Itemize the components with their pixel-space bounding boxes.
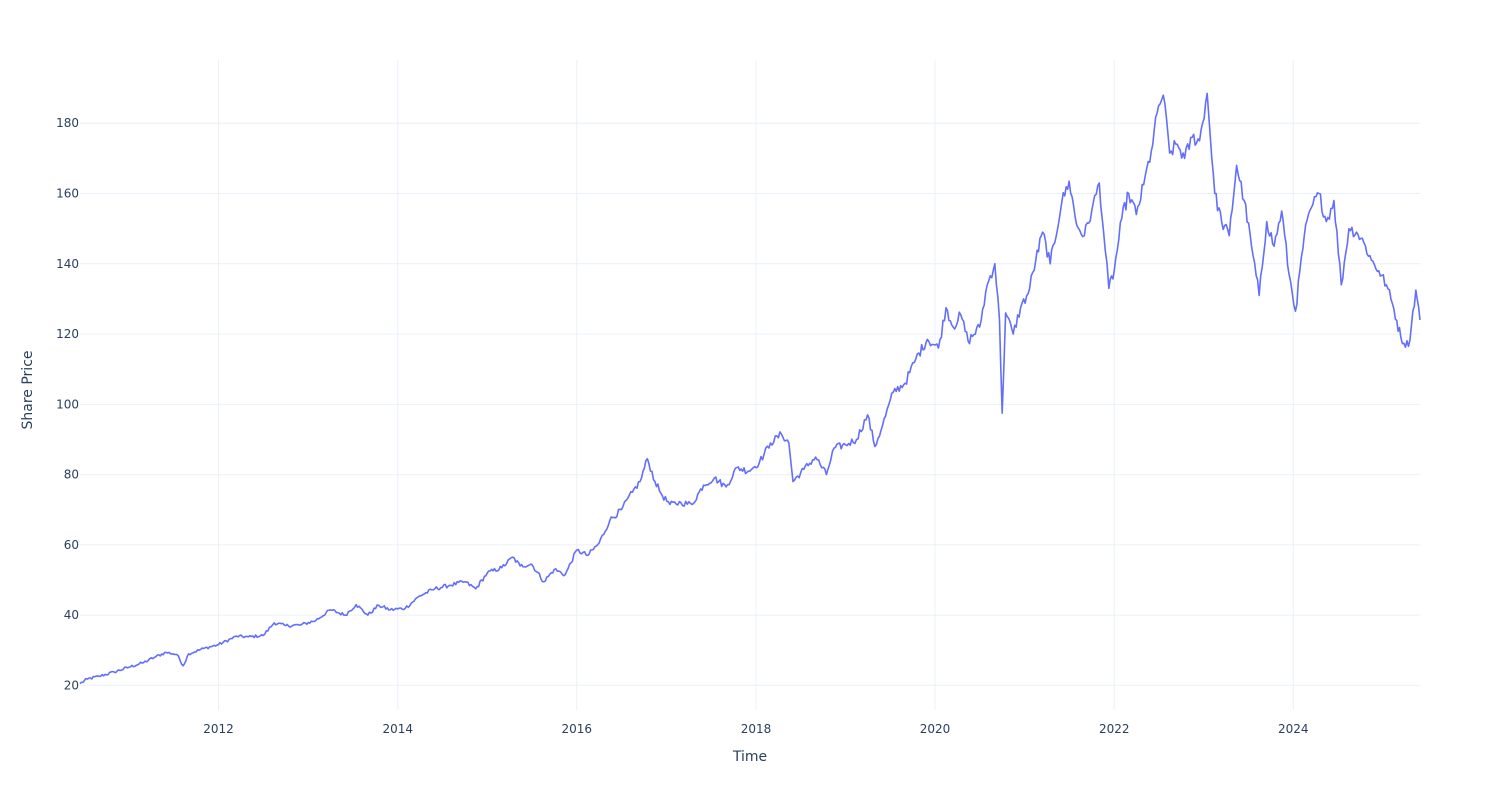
plot-area: [79, 92, 1421, 685]
y-tick-label: 80: [64, 468, 79, 482]
y-tick-label: 60: [64, 538, 79, 552]
x-tick-label: 2020: [920, 722, 951, 736]
y-tick-label: 180: [56, 116, 79, 130]
x-gridlines: [218, 60, 1294, 710]
x-tick-label: 2022: [1099, 722, 1130, 736]
y-tick-label: 40: [64, 608, 79, 622]
x-tick-label: 2024: [1278, 722, 1309, 736]
x-tick-label: 2018: [741, 722, 772, 736]
y-tick-labels: 20 40 60 80 100 120 140 160 180: [56, 116, 79, 692]
x-tick-label: 2012: [203, 722, 234, 736]
x-tick-labels: 2012 2014 2016 2018 2020 2022 2024: [203, 722, 1308, 736]
share-price-series-line: [79, 92, 1421, 685]
y-tick-label: 120: [56, 327, 79, 341]
x-tick-label: 2016: [561, 722, 592, 736]
y-axis-title: Share Price: [20, 350, 36, 429]
y-gridlines: [80, 122, 1420, 686]
x-tick-label: 2014: [383, 722, 414, 736]
y-tick-label: 100: [56, 397, 79, 411]
y-tick-label: 20: [64, 678, 79, 692]
x-axis-title: Time: [732, 749, 767, 765]
y-tick-label: 160: [56, 187, 79, 201]
y-tick-label: 140: [56, 257, 79, 271]
